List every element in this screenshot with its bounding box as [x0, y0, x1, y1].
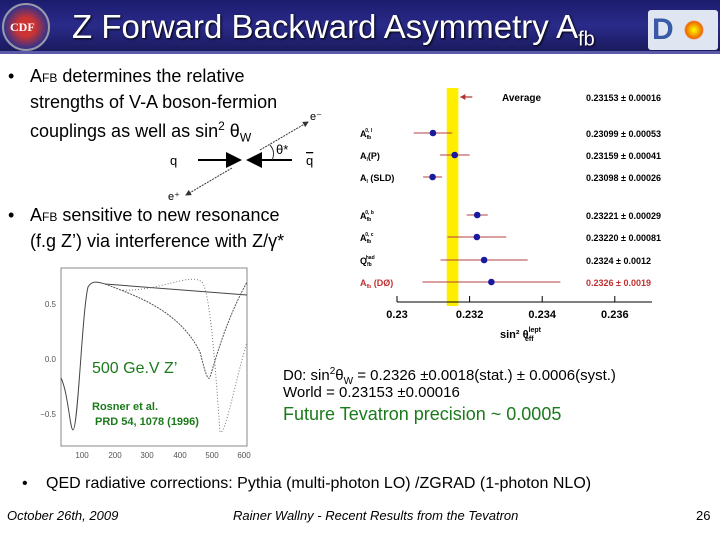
measurement-label: Afb0, l: [360, 128, 373, 141]
data-point: [473, 233, 481, 241]
average-label: Average: [502, 93, 542, 104]
d0-logo: D: [648, 10, 718, 50]
svg-text:e⁻: e⁻: [310, 111, 322, 123]
bullet-qed-corrections: • QED radiative corrections: Pythia (mult…: [22, 475, 592, 492]
zprime-label: 500 Ge.V Z’: [92, 360, 178, 377]
x-tick-label: 0.236: [601, 309, 629, 321]
bullet-afb-resonance: • AFB sensitive to new resonance (f.g Z’…: [8, 205, 285, 251]
data-point: [473, 211, 481, 219]
data-point: [488, 278, 495, 286]
svg-text:e⁺: e⁺: [168, 191, 180, 203]
measurement-value: 0.23099 ± 0.00053: [586, 129, 661, 139]
slide-header: CDF Z Forward Backward Asymmetry Afb D: [0, 0, 720, 54]
cdf-logo: CDF: [2, 3, 50, 51]
average-value: 0.23153 ± 0.00016: [586, 93, 661, 103]
data-point: [451, 151, 459, 159]
measurement-label: Qfbhad: [360, 255, 375, 268]
arrowhead-icon: [460, 94, 466, 100]
measurement-label: Afb (DØ): [360, 278, 393, 290]
svg-text:300: 300: [140, 451, 154, 460]
reference-journal: PRD 54, 1078 (1996): [95, 416, 199, 428]
measurement-value: 0.23221 ± 0.00029: [586, 211, 661, 221]
measurement-value: 0.23159 ± 0.00041: [586, 151, 661, 161]
scattering-diagram: q q e⁻ e⁺ θ*: [168, 111, 322, 203]
svg-text:q: q: [306, 153, 313, 168]
x-axis-label: sin² θlept eff: [500, 327, 542, 343]
svg-text:500: 500: [205, 451, 219, 460]
d0-result: D0: sin2θW = 0.2326 ±0.0018(stat.) ± 0.0…: [283, 366, 616, 387]
svg-text:−0.5: −0.5: [40, 410, 56, 419]
measurement-value: 0.2324 ± 0.0012: [586, 256, 651, 266]
svg-text:0.5: 0.5: [45, 300, 57, 309]
data-point: [480, 256, 488, 264]
svg-text:100: 100: [75, 451, 89, 460]
footer-date: October 26th, 2009: [7, 508, 119, 523]
measurement-value: 0.23220 ± 0.00081: [586, 233, 661, 243]
measurement-value: 0.23098 ± 0.00026: [586, 173, 661, 183]
reference-authors: Rosner et al.: [92, 401, 159, 413]
footer-author: Rainer Wallny - Recent Results from the …: [233, 508, 519, 523]
measurement-label: Al(P): [360, 151, 380, 163]
bullet-afb-couplings: • AFB determines the relative strengths …: [8, 66, 278, 145]
data-point: [429, 129, 437, 137]
svg-text:θ*: θ*: [276, 142, 288, 157]
world-average: World = 0.23153 ±0.00016: [283, 384, 460, 401]
slide-title: Z Forward Backward Asymmetry Afb: [72, 8, 595, 51]
x-tick-label: 0.23: [386, 309, 407, 321]
page-number: 26: [696, 508, 711, 523]
measurement-label: Afb0, c: [360, 232, 374, 245]
svg-text:600: 600: [237, 451, 251, 460]
measurement-label: Al (SLD): [360, 173, 394, 185]
x-tick-label: 0.232: [456, 309, 484, 321]
svg-text:400: 400: [173, 451, 187, 460]
measurement-label: Afb0, b: [360, 210, 374, 223]
average-band: [446, 88, 459, 306]
future-precision: Future Tevatron precision ~ 0.0005: [283, 404, 562, 424]
svg-text:q: q: [170, 153, 177, 168]
sin2theta-comparison-plot: Average 0.23153 ± 0.00016 Afb0, l 0.23099 ±…: [360, 88, 661, 343]
measurement-value: 0.2326 ± 0.0019: [586, 278, 651, 288]
svg-text:0.0: 0.0: [45, 355, 57, 364]
zprime-afb-plot: 0.5 0.0 −0.5 100 200 300 400 500 600: [40, 267, 251, 460]
x-tick-label: 0.234: [528, 309, 556, 321]
data-point: [429, 173, 436, 181]
svg-text:200: 200: [108, 451, 122, 460]
